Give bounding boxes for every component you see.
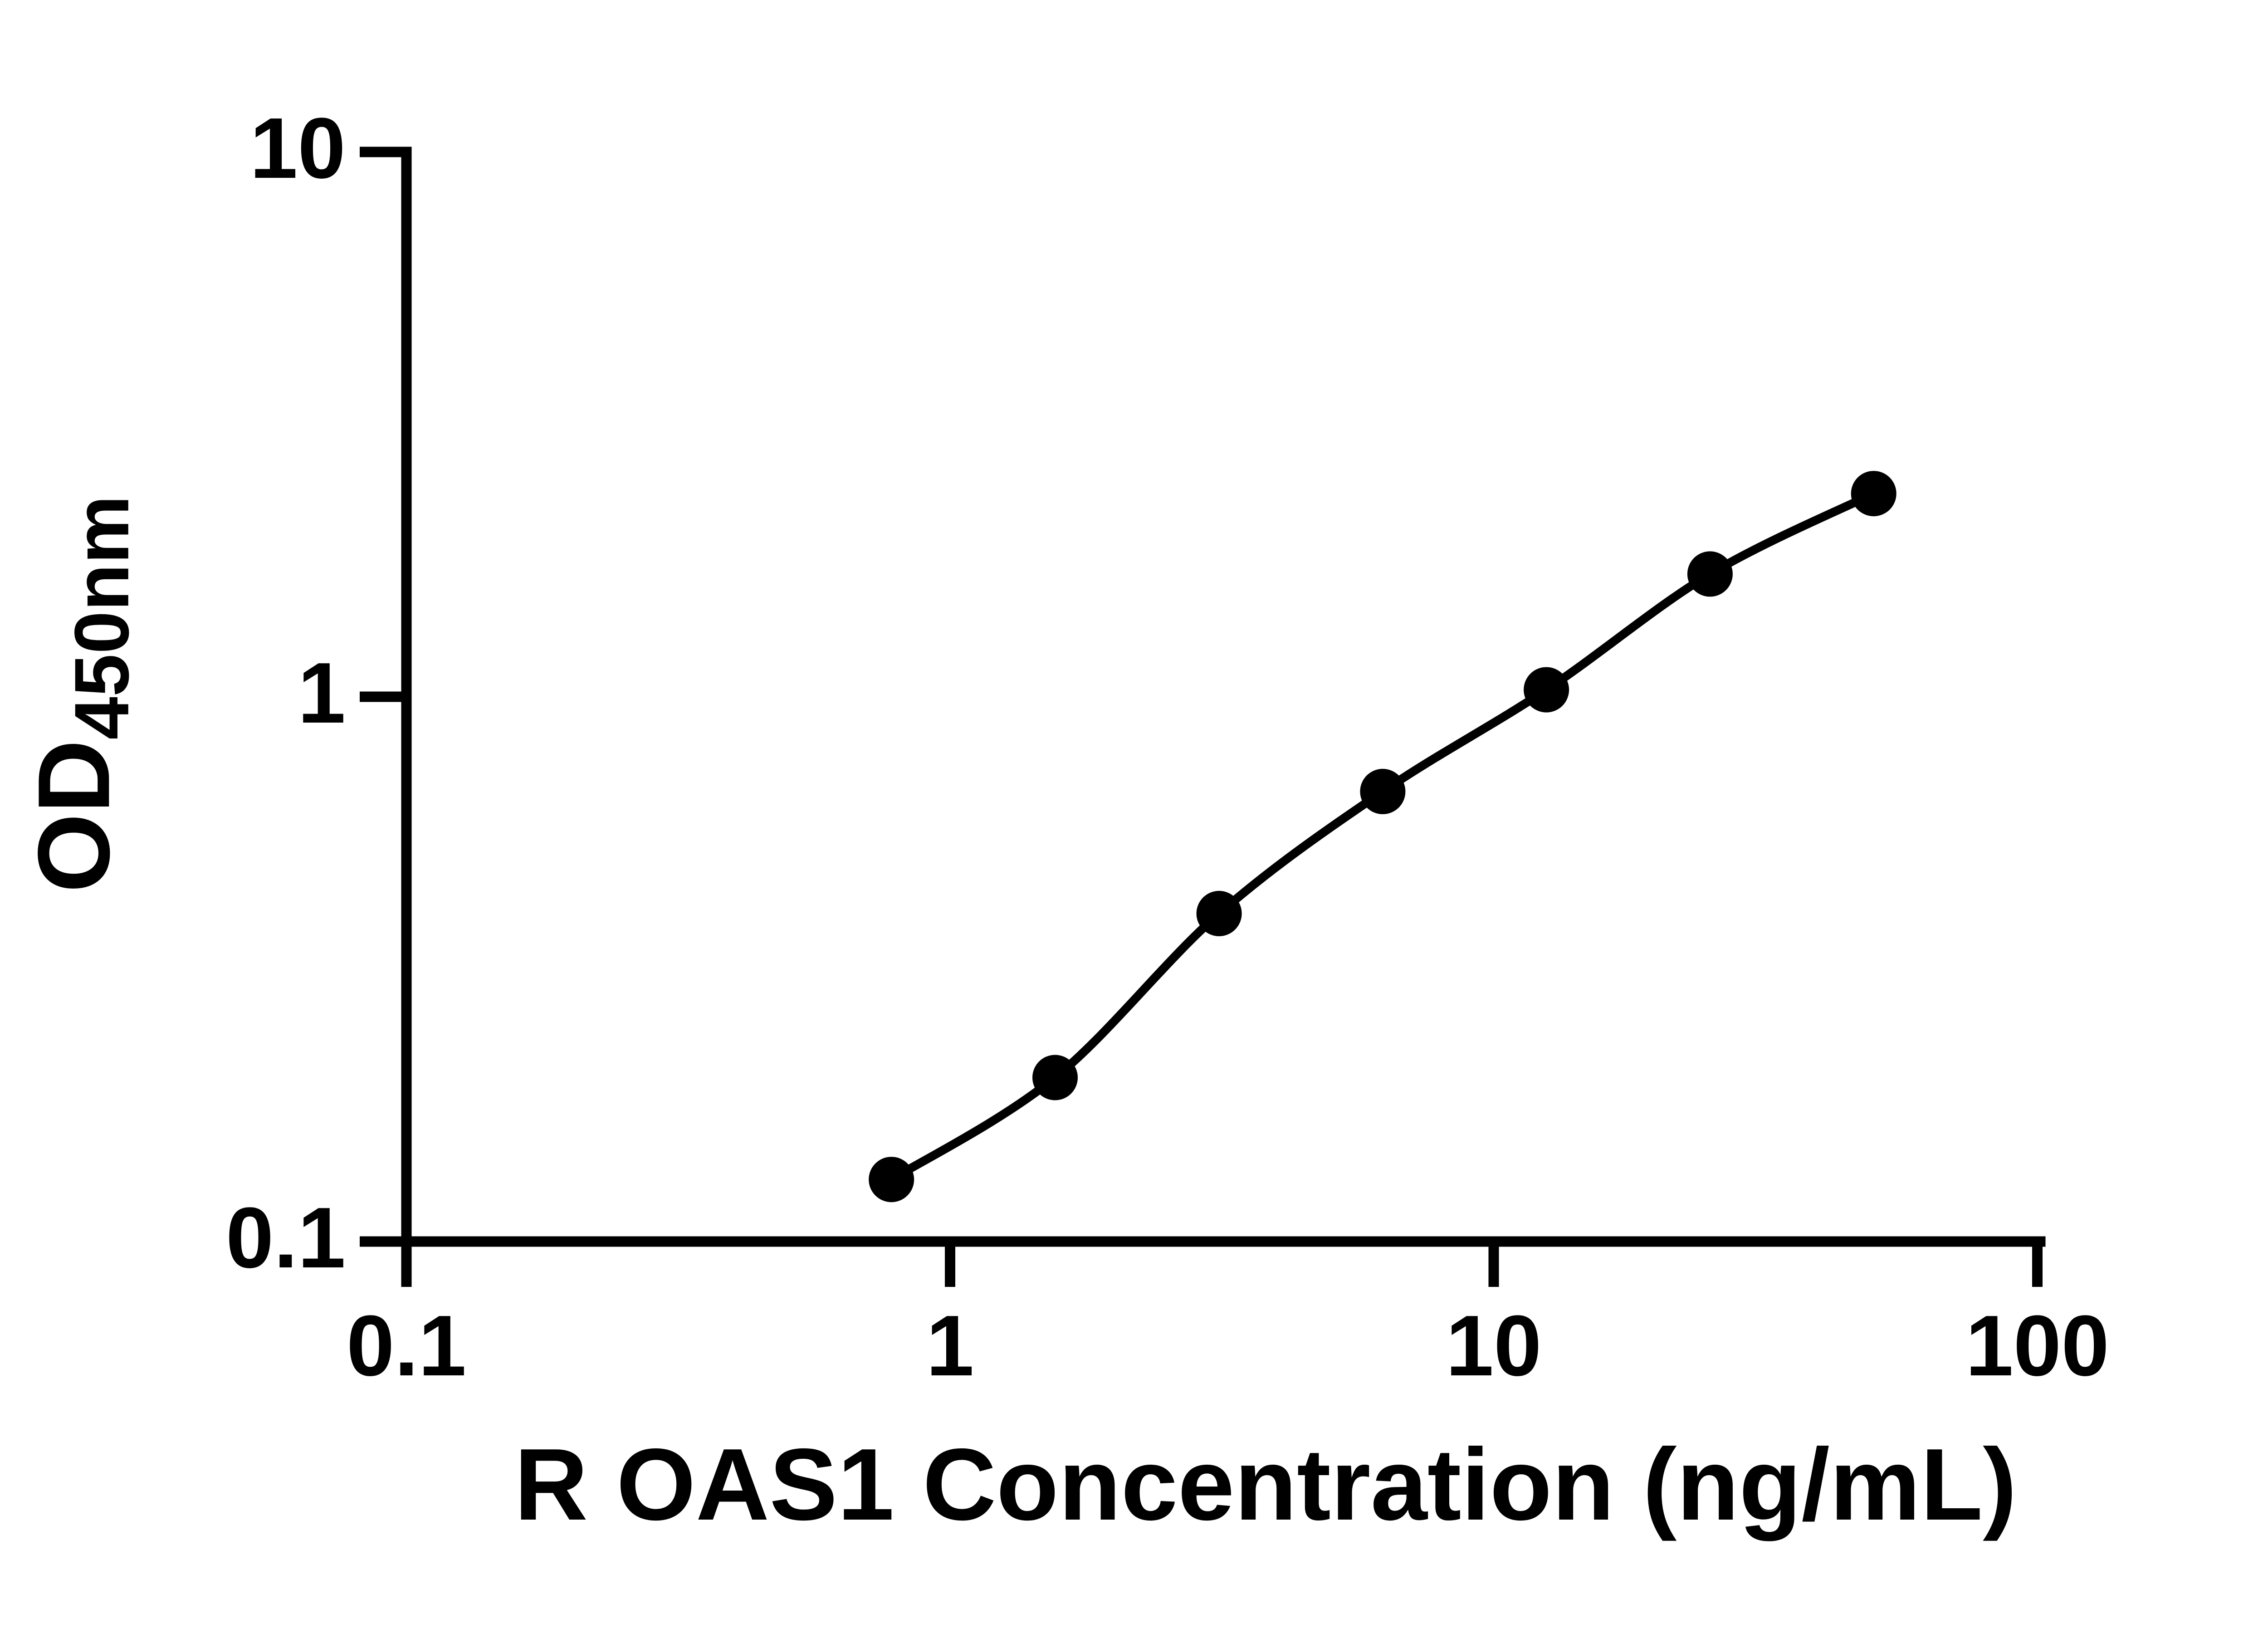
x-axis-title: R OAS1 Concentration (ng/mL) bbox=[514, 1427, 2017, 1541]
data-point bbox=[1360, 768, 1406, 814]
data-point bbox=[1196, 890, 1242, 936]
y-tick-label: 0.1 bbox=[225, 1190, 346, 1286]
data-point bbox=[1687, 551, 1733, 597]
data-point bbox=[1524, 667, 1569, 713]
x-tick-label: 10 bbox=[1446, 1298, 1542, 1394]
y-tick-label: 1 bbox=[298, 645, 346, 742]
data-point bbox=[869, 1157, 914, 1203]
data-point bbox=[1032, 1055, 1078, 1100]
y-tick-label: 10 bbox=[249, 100, 346, 197]
y-axis-title-subscript: 450nm bbox=[59, 495, 145, 740]
x-tick-label: 0.1 bbox=[346, 1298, 467, 1394]
x-tick-label: 1 bbox=[926, 1298, 974, 1394]
y-axis-title: OD450nm bbox=[16, 495, 145, 893]
data-point bbox=[1851, 471, 1897, 517]
x-tick-label: 100 bbox=[1965, 1298, 2110, 1394]
y-axis-title-main: OD bbox=[16, 739, 131, 893]
